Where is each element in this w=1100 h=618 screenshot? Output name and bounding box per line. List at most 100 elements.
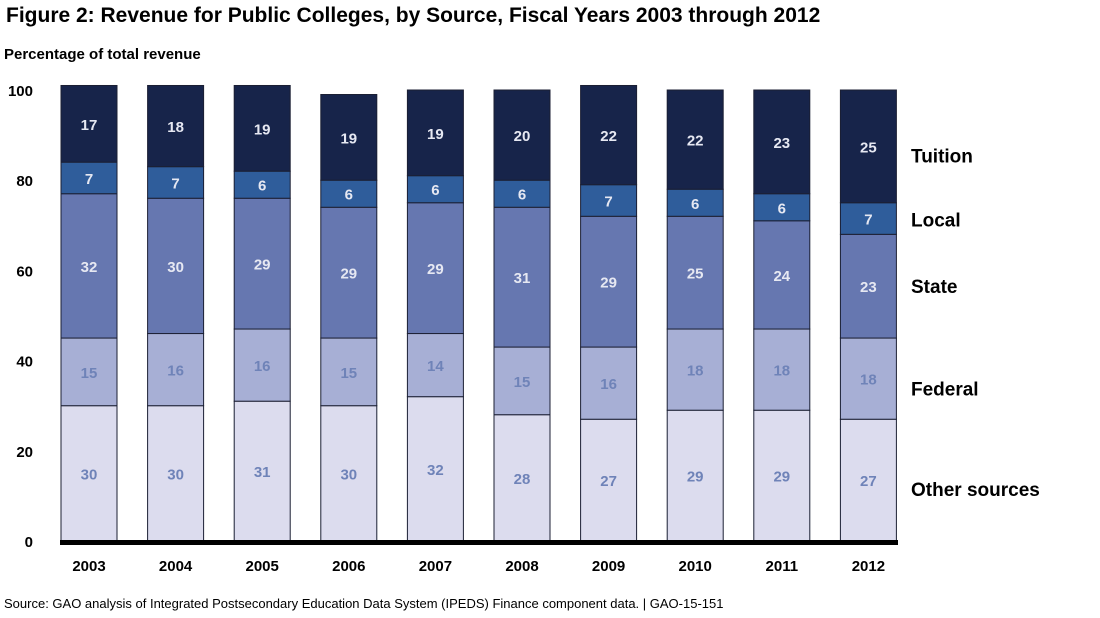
- bar-segment: [493, 179, 551, 208]
- y-tick-label: 40: [16, 354, 33, 371]
- x-tick-label: 2005: [246, 558, 279, 575]
- data-label: 25: [687, 266, 704, 283]
- bar-segment: [320, 337, 378, 407]
- data-label: 31: [254, 464, 271, 481]
- bar-segment: [233, 170, 291, 199]
- bar-segment: [580, 84, 638, 186]
- bar-segment: [666, 409, 724, 542]
- x-tick-label: 2007: [419, 558, 452, 575]
- bar-segment: [580, 418, 638, 542]
- data-label: 27: [600, 473, 617, 490]
- bar-segment: [753, 409, 811, 542]
- data-label: 28: [514, 471, 531, 488]
- bar-segment: [233, 84, 291, 172]
- bar-segment: [493, 89, 551, 181]
- bar-segment: [147, 84, 205, 168]
- x-tick-label: 2012: [852, 558, 885, 575]
- data-label: 14: [427, 358, 444, 375]
- x-axis-line: [60, 540, 898, 545]
- bar-segment: [60, 84, 118, 163]
- bar-segment: [580, 346, 638, 420]
- data-label: 19: [427, 126, 444, 143]
- data-label: 18: [773, 363, 790, 380]
- data-label: 31: [514, 270, 531, 287]
- bar-segment: [580, 215, 638, 348]
- data-label: 23: [773, 135, 790, 152]
- bar-segment: [493, 414, 551, 542]
- bar-segment: [406, 396, 464, 542]
- data-label: 29: [600, 275, 617, 292]
- bar-segment: [233, 197, 291, 330]
- bar-segment: [493, 206, 551, 348]
- data-label: 30: [81, 466, 98, 483]
- data-label: 30: [167, 466, 184, 483]
- legend-label: Local: [911, 211, 961, 232]
- data-label: 6: [431, 182, 439, 199]
- data-label: 19: [254, 121, 271, 138]
- y-tick-label: 20: [16, 444, 33, 461]
- bar-segment: [580, 184, 638, 217]
- legend-label: State: [911, 277, 957, 298]
- bar-segment: [406, 202, 464, 335]
- data-label: 23: [860, 279, 877, 296]
- data-label: 22: [687, 133, 704, 150]
- bar-segment: [753, 193, 811, 222]
- data-label: 16: [167, 363, 184, 380]
- legend-label: Federal: [911, 380, 979, 401]
- bar-segment: [320, 206, 378, 339]
- data-label: 32: [81, 259, 98, 276]
- bar-segment: [839, 233, 897, 339]
- data-label: 18: [687, 363, 704, 380]
- bar-segment: [753, 220, 811, 330]
- data-label: 30: [340, 466, 357, 483]
- bar-segment: [320, 179, 378, 208]
- bar-segment: [147, 333, 205, 407]
- data-label: 24: [773, 268, 790, 285]
- data-label: 15: [81, 365, 98, 382]
- data-label: 32: [427, 462, 444, 479]
- data-label: 29: [340, 266, 357, 283]
- bar-segment: [839, 418, 897, 542]
- bar-segment: [666, 215, 724, 330]
- data-label: 29: [427, 261, 444, 278]
- x-tick-label: 2006: [332, 558, 365, 575]
- bar-segment: [753, 89, 811, 195]
- x-tick-label: 2004: [159, 558, 193, 575]
- bar-segment: [406, 89, 464, 177]
- y-axis-label: Percentage of total revenue: [4, 46, 201, 63]
- data-label: 17: [81, 117, 98, 134]
- data-label: 29: [254, 257, 271, 274]
- data-label: 20: [514, 128, 531, 145]
- bar-segment: [839, 202, 897, 235]
- bar-segment: [406, 175, 464, 204]
- data-label: 7: [85, 171, 93, 188]
- y-tick-label: 60: [16, 263, 33, 280]
- bar-segment: [493, 346, 551, 416]
- y-tick-label: 80: [16, 173, 33, 190]
- bar-segment: [147, 197, 205, 335]
- y-tick-label: 0: [25, 534, 33, 551]
- data-label: 15: [340, 365, 357, 382]
- bar-segment: [320, 94, 378, 181]
- bar-segment: [147, 166, 205, 199]
- bar-segment: [839, 337, 897, 420]
- bar-segment: [60, 405, 118, 542]
- data-label: 7: [604, 193, 612, 210]
- data-label: 15: [514, 374, 531, 391]
- data-label: 7: [864, 212, 872, 229]
- x-tick-label: 2008: [505, 558, 538, 575]
- bar-segment: [233, 328, 291, 402]
- legend-label: Other sources: [911, 480, 1040, 501]
- chart-title: Figure 2: Revenue for Public Colleges, b…: [6, 4, 821, 27]
- x-tick-label: 2003: [72, 558, 105, 575]
- data-label: 25: [860, 139, 877, 156]
- x-tick-label: 2009: [592, 558, 625, 575]
- data-label: 18: [167, 119, 184, 136]
- data-label: 16: [254, 358, 271, 375]
- data-label: 29: [773, 469, 790, 486]
- x-tick-label: 2011: [766, 558, 799, 575]
- data-label: 6: [691, 196, 699, 213]
- data-label: 6: [345, 187, 353, 204]
- data-label: 30: [167, 259, 184, 276]
